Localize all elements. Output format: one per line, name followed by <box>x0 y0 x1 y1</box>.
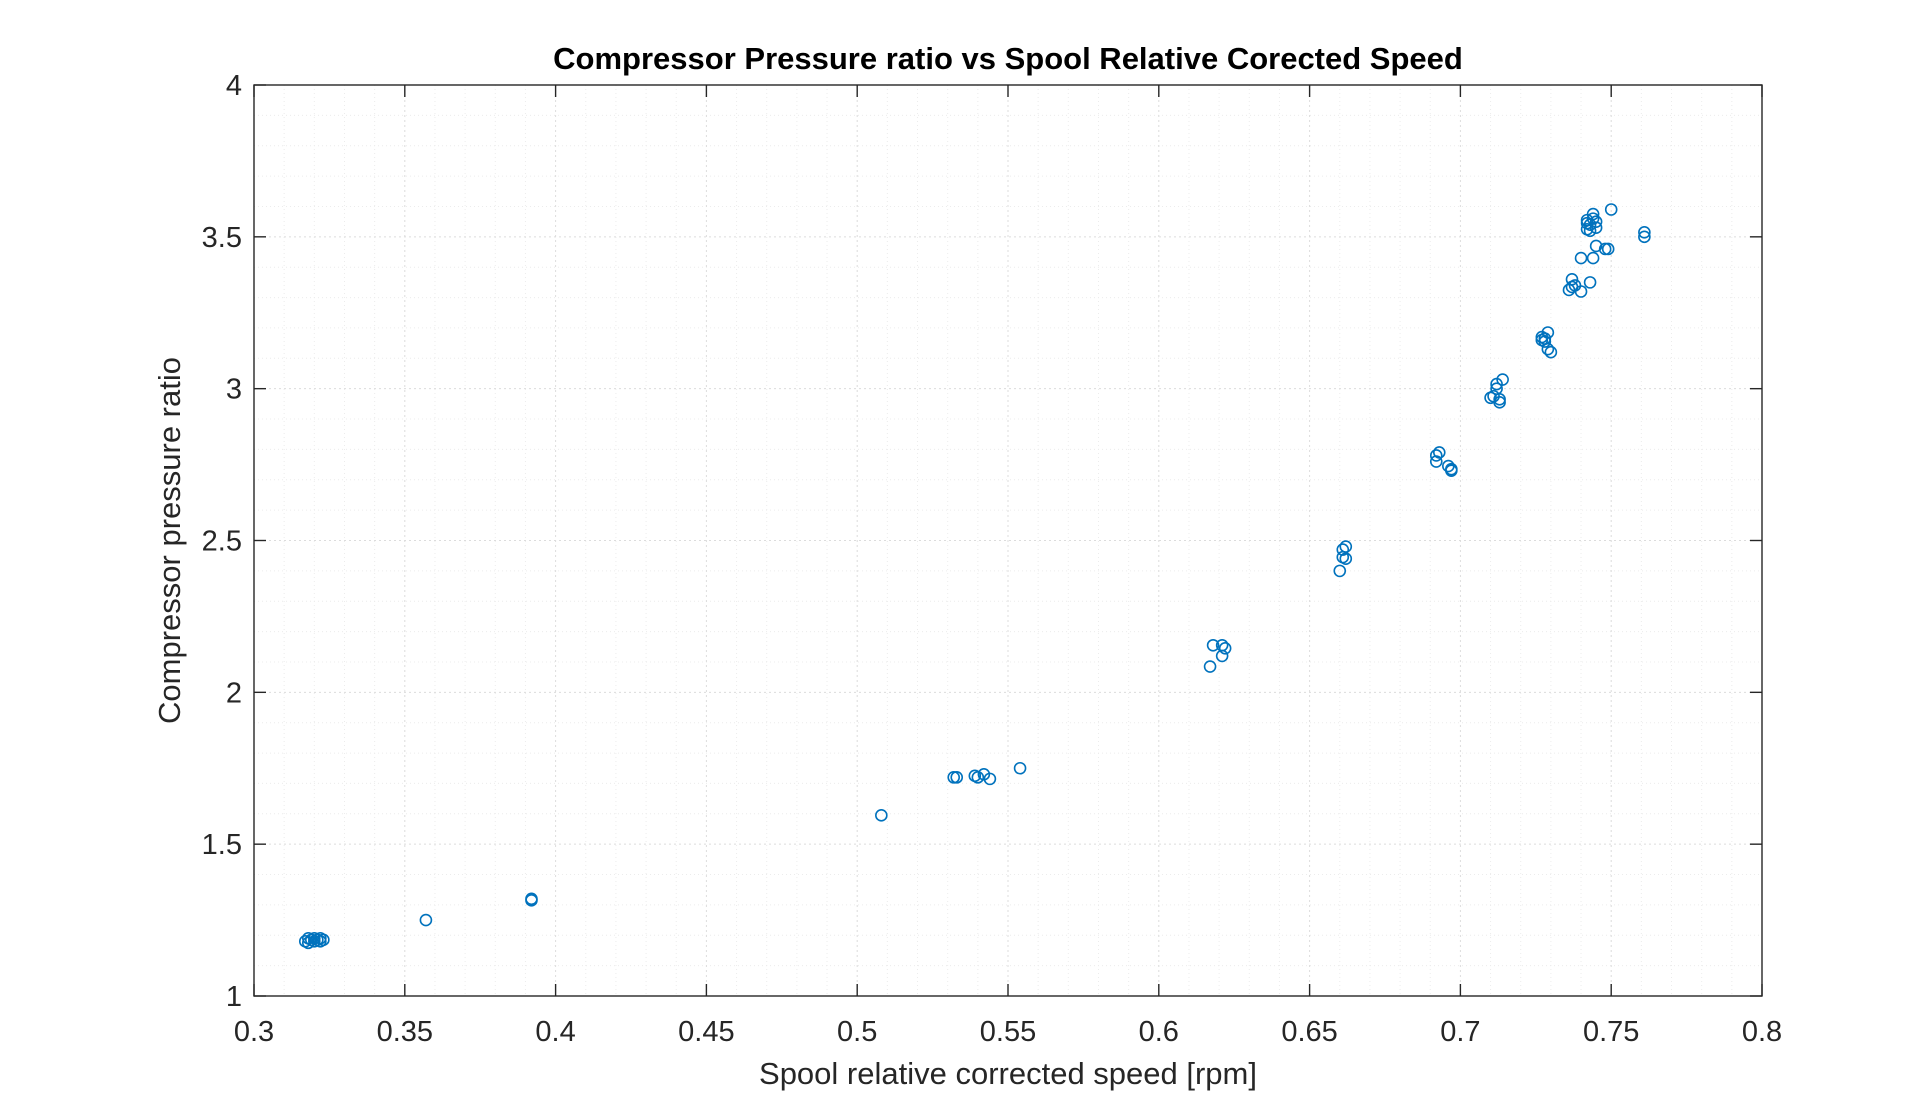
data-point <box>971 771 985 784</box>
data-point <box>1589 221 1603 235</box>
y-tick-label: 2.5 <box>202 526 242 558</box>
y-tick-label: 1 <box>226 981 242 1013</box>
data-point <box>1638 225 1651 239</box>
x-tick-label: 0.35 <box>377 1016 433 1048</box>
data-series <box>298 203 1651 950</box>
y-tick-label: 2 <box>226 677 242 709</box>
x-tick-label: 0.55 <box>980 1016 1036 1048</box>
data-point <box>1013 761 1027 775</box>
data-point <box>317 933 330 947</box>
x-axis-ticks: 0.3 0.35 0.4 0.45 0.5 0.55 0.6 0.65 0.7 0.75 0.8 <box>234 85 1782 1048</box>
data-point <box>1638 230 1651 244</box>
data-point <box>1604 203 1618 216</box>
x-tick-label: 0.45 <box>678 1016 734 1048</box>
data-point <box>1496 373 1509 386</box>
data-point <box>1333 564 1347 578</box>
data-point <box>1574 285 1588 298</box>
y-tick-label: 1.5 <box>202 829 242 861</box>
data-point <box>1429 449 1443 462</box>
data-point <box>1601 242 1615 256</box>
data-point <box>983 772 997 786</box>
y-tick-label: 4 <box>226 70 242 102</box>
y-tick-label: 3.5 <box>202 222 242 254</box>
data-point <box>1565 273 1579 286</box>
data-point <box>1541 342 1555 356</box>
x-tick-label: 0.5 <box>837 1016 877 1048</box>
data-point <box>1493 392 1506 406</box>
data-point <box>1583 224 1597 238</box>
data-point <box>1544 345 1558 359</box>
data-point <box>1203 660 1217 673</box>
x-tick-label: 0.7 <box>1440 1016 1480 1048</box>
data-point <box>1445 462 1458 476</box>
data-point <box>1586 207 1600 221</box>
data-point <box>1339 552 1353 566</box>
chart-title: Compressor Pressure ratio vs Spool Relat… <box>553 41 1463 76</box>
data-point <box>1218 642 1232 655</box>
data-point <box>1215 649 1229 663</box>
data-point <box>1583 276 1597 289</box>
data-point <box>525 894 538 907</box>
data-point <box>1339 540 1353 553</box>
x-tick-label: 0.65 <box>1281 1016 1337 1048</box>
x-tick-label: 0.75 <box>1583 1016 1639 1048</box>
y-axis-label: Compressor pressure ratio <box>152 357 187 724</box>
data-point <box>1574 251 1588 265</box>
data-point <box>1541 326 1555 339</box>
x-tick-label: 0.6 <box>1139 1016 1179 1048</box>
data-point <box>1432 446 1446 459</box>
data-point <box>1206 638 1220 652</box>
data-point <box>1586 251 1600 265</box>
minor-grid <box>254 85 1762 996</box>
x-tick-label: 0.4 <box>535 1016 575 1048</box>
x-axis-label: Spool relative corrected speed [rpm] <box>759 1056 1257 1091</box>
major-grid <box>254 85 1762 996</box>
x-tick-label: 0.3 <box>234 1016 274 1048</box>
data-point <box>950 771 964 784</box>
y-tick-label: 3 <box>226 374 242 406</box>
data-point <box>419 913 433 927</box>
data-point <box>875 809 888 822</box>
data-point <box>1589 215 1603 228</box>
y-axis-ticks: 1 1.5 2 2.5 3 3.5 4 <box>202 70 1762 1013</box>
data-point <box>1589 239 1603 253</box>
x-tick-label: 0.8 <box>1742 1016 1782 1048</box>
